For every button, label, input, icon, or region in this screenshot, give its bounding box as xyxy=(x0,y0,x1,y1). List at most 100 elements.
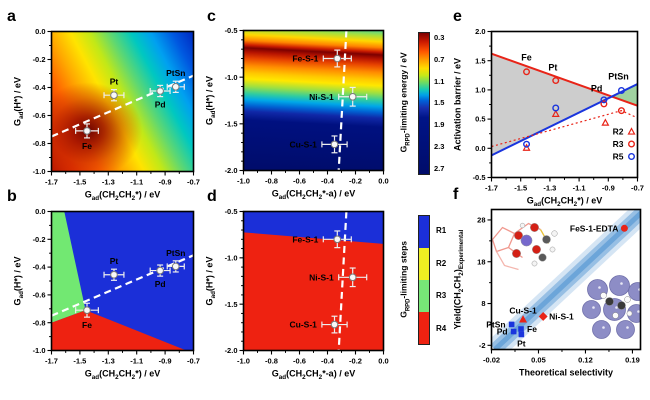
x-axis-label: Gad(CH2CH2*) / eV xyxy=(85,369,160,381)
data-point-Pt xyxy=(103,88,125,102)
data-point-Fe-S-1 xyxy=(322,49,352,68)
marker-circle xyxy=(523,68,531,76)
panel-letter-d: d xyxy=(207,188,217,205)
x-tick-label: -1.7 xyxy=(485,184,498,193)
y-axis-label: Gad(H*) / eV xyxy=(205,257,217,306)
steps-colorbar-block-R3 xyxy=(419,280,429,312)
panel-d: Fe-S-1 Ni-S-1 Cu-S-1 -1.0 -0.8 -0.6 -0.4 -0.2 0.… xyxy=(199,197,395,386)
energy-colorbar-tick: 0.7 xyxy=(434,54,445,64)
colorbar-steps: R1 R2 R3 R4 GRPD-limiting steps xyxy=(390,202,454,372)
marker-square xyxy=(508,321,515,328)
x-tick-label: -1.1 xyxy=(130,178,143,187)
x-tick-label: -0.9 xyxy=(602,184,615,193)
y-tick-label: 0.0 xyxy=(475,144,485,153)
molecule-inset-cluster xyxy=(582,275,641,339)
y-tick-label: -1.0 xyxy=(33,167,46,176)
data-point-PtSn xyxy=(166,260,185,273)
x-tick-label: -1.7 xyxy=(45,357,58,366)
point-label-Pt: Pt xyxy=(110,77,119,87)
panel-letter-b: b xyxy=(7,188,17,205)
y-tick-label: -0.8 xyxy=(33,318,46,327)
steps-colorbar-label-R1: R1 xyxy=(436,226,447,236)
x-axis-label: Gad(CH2CH2*) / eV xyxy=(527,196,602,208)
y-axis-label: Activation barrier / eV xyxy=(453,58,463,151)
point-label-Ni-S-1: Ni-S-1 xyxy=(549,311,574,321)
y-tick-label: -0.4 xyxy=(33,83,47,92)
point-label-Fe: Fe xyxy=(527,324,537,334)
point-label-Fe-S-1: Fe-S-1 xyxy=(292,234,318,244)
energy-colorbar-tick: 0.3 xyxy=(434,33,445,42)
x-tick-label: -0.2 xyxy=(349,177,362,186)
x-tick-label: -1.1 xyxy=(573,184,586,193)
blue-trend xyxy=(491,83,638,157)
y-tick-label: -1.0 xyxy=(225,253,238,262)
marker-circle xyxy=(552,104,560,112)
y-axis-label: Gad(H*) / eV xyxy=(13,77,25,126)
data-point-Pt xyxy=(103,268,125,281)
heatmap-background xyxy=(51,31,193,171)
panel-a-plot: Fe Pt Pd PtSn -1.7 -1.5 -1.3 -1.1 -0.9 -0.7 0.0 -0.… xyxy=(13,27,200,202)
y-tick-label: -0.8 xyxy=(33,139,46,148)
x-axis-label: Gad(CH2CH2*-a) / eV xyxy=(272,369,355,381)
green-region xyxy=(51,211,86,323)
x-tick-label: -1.5 xyxy=(73,357,86,366)
y-tick-label: -1.5 xyxy=(225,300,238,309)
axes-box xyxy=(490,208,642,351)
x-tick-label: -1.5 xyxy=(514,184,527,193)
x-tick-label: -1.1 xyxy=(130,357,143,366)
point-label-Ni-S-1: Ni-S-1 xyxy=(309,92,334,102)
point-label-Fe: Fe xyxy=(82,141,92,151)
steps-colorbar-block-R1 xyxy=(419,216,429,248)
y-tick-label: -0.2 xyxy=(33,55,46,64)
y-tick-label: 0.0 xyxy=(35,207,45,216)
y-tick-label: 1.0 xyxy=(475,86,485,95)
y-tick-label: -2 xyxy=(479,341,486,350)
marker-square xyxy=(510,328,517,335)
marker-circle xyxy=(627,140,635,148)
annotation-PtSn: PtSn xyxy=(608,71,629,81)
panel-letter-c: c xyxy=(207,8,216,25)
data-point-Cu-S-1 xyxy=(321,135,348,154)
marker-diamond xyxy=(538,312,548,321)
x-tick-label: -1.3 xyxy=(102,178,115,187)
y-tick-label: -0.5 xyxy=(225,207,238,216)
x-tick-label: 0.0 xyxy=(378,177,388,186)
point-label-Cu-S-1: Cu-S-1 xyxy=(290,320,318,330)
marker-circle xyxy=(620,224,628,232)
steps-colorbar-label: GRPD-limiting steps xyxy=(398,240,412,318)
point-label-Ni-S-1: Ni-S-1 xyxy=(309,272,334,282)
data-point-Cu-S-1 xyxy=(321,315,348,334)
legend-label-R3: R3 xyxy=(613,139,624,149)
dashed-guide-line xyxy=(337,211,348,351)
red-region xyxy=(51,310,187,351)
data-point-Fe xyxy=(75,123,99,139)
panel-a: Fe Pt Pd PtSn -1.7 -1.5 -1.3 -1.1 -0.9 -0.7 0.0 -0.… xyxy=(7,17,205,207)
marker-circle xyxy=(523,140,531,148)
x-tick-label: -0.7 xyxy=(631,184,644,193)
y-tick-label: -0.4 xyxy=(33,263,47,272)
marker-circle xyxy=(617,86,625,94)
x-tick-label: -1.7 xyxy=(45,178,58,187)
panel-d-plot: Fe-S-1 Ni-S-1 Cu-S-1 -1.0 -0.8 -0.6 -0.4 -0.2 0.… xyxy=(205,207,389,381)
y-tick-label: -0.5 xyxy=(473,173,486,182)
steps-colorbar-label-R4: R4 xyxy=(436,323,447,333)
energy-colorbar-gradient xyxy=(418,32,430,175)
panel-e: Fe Pt Pd PtSn -1.7 -1.5 -1.3 -1.1 -0.9 -0.7 2.0 1.5… xyxy=(447,17,649,213)
dashed-guide-line xyxy=(337,30,348,171)
point-label-PtSn: PtSn xyxy=(486,319,505,329)
dashed-guide-line xyxy=(51,254,194,317)
point-label-Fe-S-1: Fe-S-1 xyxy=(292,54,318,64)
x-tick-label: -1.0 xyxy=(237,357,250,366)
panel-c-plot: Fe-S-1 Ni-S-1 Cu-S-1 -1.0 -0.8 -0.6 -0.4 -0.2 0.… xyxy=(205,26,389,201)
panel-letter-e: e xyxy=(453,8,462,25)
point-label-PtSn: PtSn xyxy=(166,248,185,258)
x-tick-label: -1.5 xyxy=(73,178,86,187)
point-label-Cu-S-1: Cu-S-1 xyxy=(509,305,537,315)
gray-wedge xyxy=(491,53,612,156)
axes-box xyxy=(50,30,195,173)
data-point-PtSn xyxy=(166,80,185,94)
panel-f: FeS-1-EDTA Ni-S-1 Cu-S-1 PtSn Fe Pd Pt -0.02 0.0… xyxy=(447,195,650,385)
x-tick-label: 0.19 xyxy=(625,356,640,365)
x-axis-label: Gad(CH2CH2*-a) / eV xyxy=(272,189,355,201)
